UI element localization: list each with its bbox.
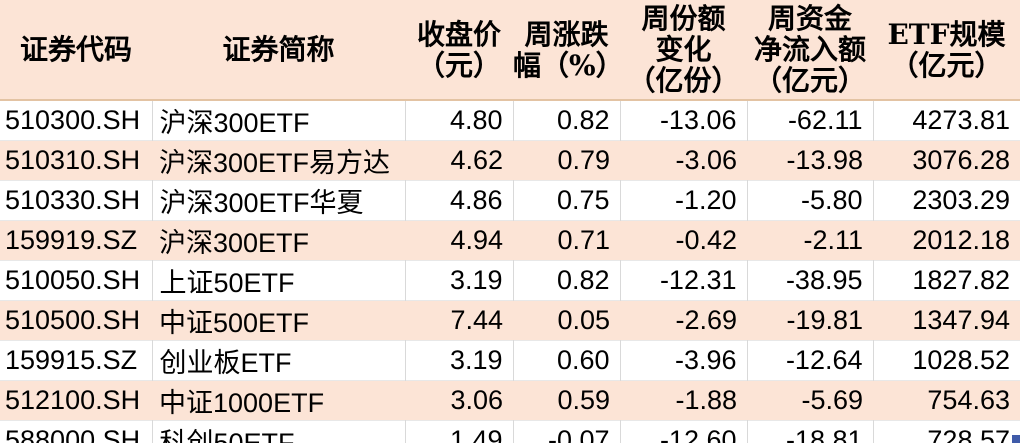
table-row: 510300.SH 沪深300ETF 4.80 0.82 -13.06 -62.… bbox=[0, 100, 1020, 141]
table-row: 512100.SH 中证1000ETF 3.06 0.59 -1.88 -5.6… bbox=[0, 380, 1020, 421]
table-row: 159919.SZ 沪深300ETF 4.94 0.71 -0.42 -2.11… bbox=[0, 220, 1020, 261]
cell-net-inflow[interactable]: -12.64 bbox=[747, 340, 874, 381]
cell-weekly-change[interactable]: 0.82 bbox=[513, 260, 621, 301]
cell-net-inflow[interactable]: -19.81 bbox=[747, 300, 873, 341]
cell-share-change[interactable]: -12.31 bbox=[620, 260, 748, 301]
cell-net-inflow[interactable]: -5.69 bbox=[747, 380, 873, 421]
cell-close-price[interactable]: 3.19 bbox=[405, 340, 514, 381]
cell-share-change[interactable]: -3.06 bbox=[620, 140, 747, 181]
cell-share-change[interactable]: -3.96 bbox=[620, 340, 748, 381]
cell-code[interactable]: 588000.SH bbox=[0, 420, 153, 443]
cell-weekly-change[interactable]: 0.75 bbox=[513, 180, 621, 221]
col-header-weekly-net-inflow[interactable]: 周资金 净流入额 （亿元） bbox=[747, 0, 873, 101]
col-header-name[interactable]: 证券简称 bbox=[152, 0, 405, 101]
header-row: 证券代码 证券简称 收盘价 （元） 周涨跌 幅（%） 周份额 变化 （亿份） 周… bbox=[0, 0, 1020, 101]
cell-code[interactable]: 159915.SZ bbox=[0, 340, 153, 381]
cell-etf-scale[interactable]: 1028.52 bbox=[873, 340, 1020, 381]
cell-name[interactable]: 中证500ETF bbox=[152, 300, 405, 341]
col-header-close-price[interactable]: 收盘价 （元） bbox=[405, 0, 513, 101]
cell-weekly-change[interactable]: 0.60 bbox=[513, 340, 621, 381]
col-header-etf-scale[interactable]: ETF规模 （亿元） bbox=[873, 0, 1020, 101]
cell-weekly-change[interactable]: 0.82 bbox=[513, 100, 621, 141]
cell-weekly-change[interactable]: 0.05 bbox=[513, 300, 620, 341]
cell-code[interactable]: 510330.SH bbox=[0, 180, 153, 221]
cell-close-price[interactable]: 3.06 bbox=[405, 380, 513, 421]
cell-code[interactable]: 510050.SH bbox=[0, 260, 153, 301]
cell-etf-scale[interactable]: 2012.18 bbox=[873, 220, 1020, 261]
cell-weekly-change[interactable]: -0.07 bbox=[513, 420, 621, 443]
table-row: 159915.SZ 创业板ETF 3.19 0.60 -3.96 -12.64 … bbox=[0, 340, 1020, 381]
table-row: 510330.SH 沪深300ETF华夏 4.86 0.75 -1.20 -5.… bbox=[0, 180, 1020, 221]
cell-weekly-change[interactable]: 0.59 bbox=[513, 380, 620, 421]
cell-net-inflow[interactable]: -13.98 bbox=[747, 140, 873, 181]
cell-share-change[interactable]: -0.42 bbox=[620, 220, 747, 261]
cell-close-price[interactable]: 1.49 bbox=[405, 420, 514, 443]
cell-etf-scale[interactable]: 754.63 bbox=[873, 380, 1020, 421]
cell-etf-scale[interactable]: 3076.28 bbox=[873, 140, 1020, 181]
cell-close-price[interactable]: 4.62 bbox=[405, 140, 513, 181]
cell-close-price[interactable]: 4.80 bbox=[405, 100, 514, 141]
cell-net-inflow[interactable]: -38.95 bbox=[747, 260, 874, 301]
cell-net-inflow[interactable]: -2.11 bbox=[747, 220, 873, 261]
cell-share-change[interactable]: -2.69 bbox=[620, 300, 747, 341]
table-row: 510050.SH 上证50ETF 3.19 0.82 -12.31 -38.9… bbox=[0, 260, 1020, 301]
cell-etf-scale[interactable]: 1827.82 bbox=[873, 260, 1020, 301]
cell-share-change[interactable]: -12.60 bbox=[620, 420, 748, 443]
cell-name[interactable]: 创业板ETF bbox=[152, 340, 406, 381]
table-row: 510310.SH 沪深300ETF易方达 4.62 0.79 -3.06 -1… bbox=[0, 140, 1020, 181]
cell-name[interactable]: 沪深300ETF bbox=[152, 220, 405, 261]
cell-net-inflow[interactable]: -18.81 bbox=[747, 420, 874, 443]
cell-etf-scale[interactable]: 4273.81 bbox=[873, 100, 1020, 141]
table-row: 588000.SH 科创50ETF 1.49 -0.07 -12.60 -18.… bbox=[0, 420, 1020, 443]
cell-name[interactable]: 沪深300ETF易方达 bbox=[152, 140, 405, 181]
cell-code[interactable]: 159919.SZ bbox=[0, 220, 152, 261]
cell-close-price[interactable]: 7.44 bbox=[405, 300, 513, 341]
cell-net-inflow[interactable]: -62.11 bbox=[747, 100, 874, 141]
cell-code[interactable]: 510500.SH bbox=[0, 300, 152, 341]
excel-fill-handle[interactable] bbox=[1010, 433, 1020, 443]
col-header-weekly-share-change[interactable]: 周份额 变化 （亿份） bbox=[620, 0, 747, 101]
col-header-weekly-change[interactable]: 周涨跌 幅（%） bbox=[513, 0, 620, 101]
cell-name[interactable]: 科创50ETF bbox=[152, 420, 406, 443]
cell-close-price[interactable]: 4.94 bbox=[405, 220, 513, 261]
cell-etf-scale[interactable]: 1347.94 bbox=[873, 300, 1020, 341]
cell-close-price[interactable]: 4.86 bbox=[405, 180, 514, 221]
cell-code[interactable]: 510300.SH bbox=[0, 100, 153, 141]
cell-weekly-change[interactable]: 0.79 bbox=[513, 140, 620, 181]
cell-name[interactable]: 沪深300ETF bbox=[152, 100, 406, 141]
cell-weekly-change[interactable]: 0.71 bbox=[513, 220, 620, 261]
cell-name[interactable]: 沪深300ETF华夏 bbox=[152, 180, 406, 221]
cell-etf-scale[interactable]: 728.57 bbox=[873, 420, 1020, 443]
cell-net-inflow[interactable]: -5.80 bbox=[747, 180, 874, 221]
cell-name[interactable]: 上证50ETF bbox=[152, 260, 406, 301]
col-header-code[interactable]: 证券代码 bbox=[0, 0, 152, 101]
cell-share-change[interactable]: -1.20 bbox=[620, 180, 748, 221]
cell-close-price[interactable]: 3.19 bbox=[405, 260, 514, 301]
cell-share-change[interactable]: -1.88 bbox=[620, 380, 747, 421]
cell-code[interactable]: 512100.SH bbox=[0, 380, 152, 421]
cell-name[interactable]: 中证1000ETF bbox=[152, 380, 405, 421]
table-row: 510500.SH 中证500ETF 7.44 0.05 -2.69 -19.8… bbox=[0, 300, 1020, 341]
cell-code[interactable]: 510310.SH bbox=[0, 140, 152, 181]
cell-etf-scale[interactable]: 2303.29 bbox=[873, 180, 1020, 221]
cell-share-change[interactable]: -13.06 bbox=[620, 100, 748, 141]
